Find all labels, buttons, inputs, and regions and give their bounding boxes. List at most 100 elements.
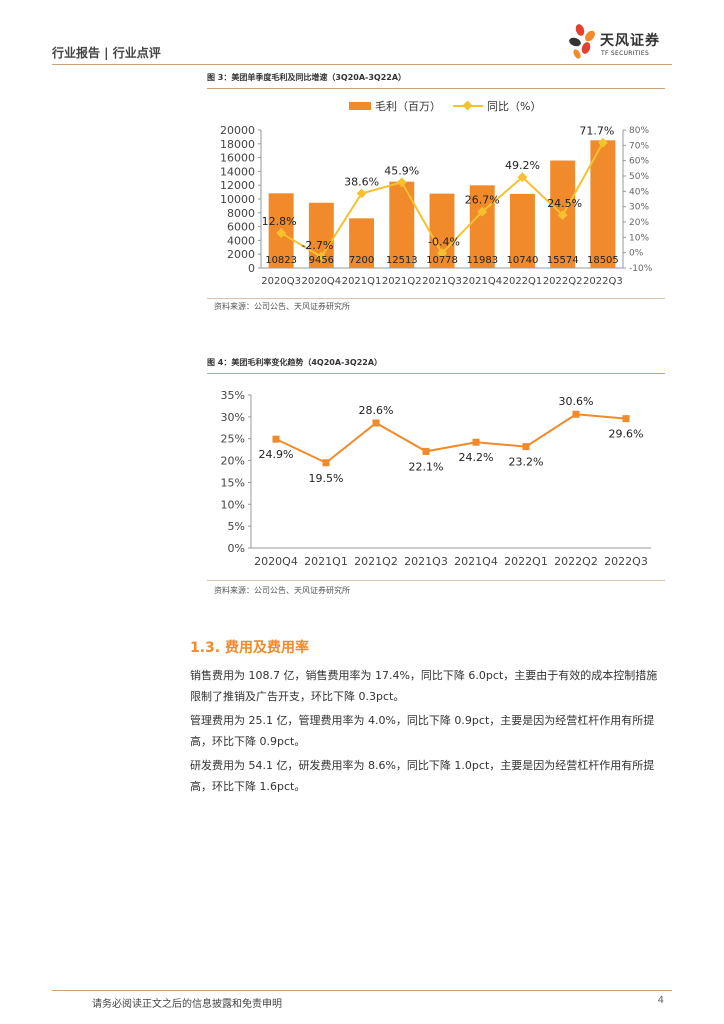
yoy-marker — [517, 172, 528, 183]
x-tick-label: 2022Q1 — [504, 555, 548, 568]
bar-value-label: 11983 — [466, 255, 498, 266]
yoy-marker — [477, 206, 488, 217]
y-tick-label: 5% — [228, 520, 245, 533]
figure4-chart: 0% 5% 10% 15% 20% 25% 30% 35% 2020Q4 2021Q1 2021Q2… — [221, 389, 651, 568]
margin-value-label: 28.6% — [359, 404, 394, 417]
bar-value-label: 7200 — [349, 255, 374, 266]
legend-bar-swatch — [349, 102, 371, 110]
figure4-source: 资料来源：公司公告、天风证券研究所 — [214, 586, 350, 595]
x-tick-label: 2022Q2 — [543, 276, 583, 287]
x-tick-label: 2021Q2 — [382, 276, 422, 287]
figure3-chart: 毛利（百万） 同比（%） 020004000600080001000012000… — [220, 100, 653, 287]
figure3-legend: 毛利（百万） 同比（%） — [349, 100, 541, 113]
header-divider — [52, 64, 672, 65]
yoy-value-label: -0.4% — [428, 235, 460, 248]
y-left-tick-label: 2000 — [227, 248, 255, 261]
yoy-marker — [356, 188, 367, 199]
bar — [469, 185, 495, 268]
margin-value-label: 19.5% — [309, 472, 344, 485]
yoy-value-label: 12.8% — [262, 215, 297, 228]
margin-marker — [272, 435, 280, 443]
yoy-value-label: 49.2% — [505, 159, 540, 172]
x-tick-label: 2021Q3 — [404, 555, 448, 568]
margin-marker — [322, 459, 330, 467]
y-right-tick-label: 40% — [629, 187, 649, 197]
y-tick-label: 30% — [221, 411, 245, 424]
bar — [509, 193, 535, 268]
yoy-value-label: 45.9% — [384, 164, 419, 177]
figure3-source: 资料来源：公司公告、天风证券研究所 — [214, 302, 350, 311]
yoy-value-label: 71.7% — [579, 125, 614, 138]
section-title: 1.3. 费用及费用率 — [190, 640, 309, 656]
margin-value-label: 24.9% — [259, 448, 294, 461]
page-number: 4 — [657, 995, 664, 1006]
margin-marker — [622, 415, 630, 423]
y-tick-label: 35% — [221, 389, 245, 402]
yoy-marker — [276, 228, 287, 238]
logo-flower-icon — [569, 24, 595, 59]
x-tick-label: 2021Q4 — [454, 555, 498, 568]
x-tick-label: 2021Q2 — [354, 555, 398, 568]
bar-value-label: 18505 — [587, 255, 619, 266]
y-left-tick-label: 12000 — [220, 179, 255, 192]
figure3-top-rule — [207, 88, 665, 89]
bar-value-label: 10740 — [507, 255, 539, 266]
x-tick-label: 2022Q3 — [583, 276, 623, 287]
y-left-tick-label: 20000 — [220, 124, 255, 137]
y-right-tick-label: 30% — [629, 203, 649, 213]
y-tick-label: 10% — [221, 498, 245, 511]
margin-marker — [472, 438, 480, 446]
margin-marker — [522, 443, 530, 451]
bar — [590, 140, 616, 268]
bar-value-label: 15574 — [547, 255, 579, 266]
legend-bar-label: 毛利（百万） — [375, 100, 441, 113]
figure3-bottom-rule — [207, 298, 665, 299]
margin-marker — [572, 410, 580, 418]
x-tick-label: 2022Q1 — [503, 276, 543, 287]
legend-line-marker — [462, 100, 473, 111]
bar — [349, 218, 375, 268]
figure4-bottom-rule — [207, 580, 665, 581]
company-logo: 天风证券 TF SECURITIES — [568, 22, 678, 66]
margin-marker — [422, 447, 430, 455]
paragraph-sales-expense: 销售费用为 108.7 亿，销售费用率为 17.4%，同比下降 6.0pct，主… — [190, 669, 658, 703]
y-left-tick-label: 16000 — [220, 152, 255, 165]
y-tick-label: 0% — [228, 542, 245, 555]
figure4-top-rule — [207, 373, 665, 374]
yoy-marker — [437, 248, 447, 259]
yoy-value-label: 38.6% — [344, 175, 379, 188]
x-tick-label: 2022Q3 — [604, 555, 648, 568]
yoy-value-label: -2.7% — [301, 239, 333, 252]
margin-line — [275, 413, 627, 464]
y-tick-label: 25% — [221, 433, 245, 446]
x-tick-label: 2021Q1 — [304, 555, 348, 568]
margin-value-label: 24.2% — [459, 451, 494, 464]
margin-value-label: 22.1% — [409, 460, 444, 473]
x-tick-label: 2022Q2 — [554, 555, 598, 568]
margin-value-label: 29.6% — [609, 428, 644, 441]
margin-value-label: 30.6% — [559, 395, 594, 408]
y-left-tick-label: 14000 — [220, 165, 255, 178]
yoy-value-label: 24.5% — [547, 197, 582, 210]
margin-value-label: 23.2% — [509, 456, 544, 469]
y-left-tick-label: 0 — [248, 262, 255, 275]
paragraph-rd-expense: 研发费用为 54.1 亿，研发费用率为 8.6%，同比下降 1.0pct，主要是… — [190, 759, 655, 793]
logo-subtitle: TF SECURITIES — [601, 50, 650, 57]
yoy-value-label: 26.7% — [465, 194, 500, 207]
bar-value-label: 10823 — [265, 255, 297, 266]
bar-value-label: 12513 — [386, 255, 418, 266]
report-type-header: 行业报告 | 行业点评 — [52, 46, 161, 60]
margin-marker — [372, 419, 380, 427]
y-right-tick-label: 50% — [629, 172, 649, 182]
x-tick-label: 2020Q4 — [254, 555, 298, 568]
figure3-title: 图 3：美团单季度毛利及同比增速（3Q20A-3Q22A） — [207, 73, 407, 82]
y-right-tick-label: 10% — [629, 233, 649, 243]
x-tick-label: 2020Q4 — [301, 276, 341, 287]
logo-name: 天风证券 — [600, 33, 660, 49]
x-tick-label: 2021Q4 — [462, 276, 502, 287]
y-right-tick-label: 20% — [629, 218, 649, 228]
y-left-tick-label: 18000 — [220, 138, 255, 151]
y-right-tick-label: 60% — [629, 157, 649, 167]
y-tick-label: 15% — [221, 476, 245, 489]
x-tick-label: 2020Q3 — [261, 276, 301, 287]
